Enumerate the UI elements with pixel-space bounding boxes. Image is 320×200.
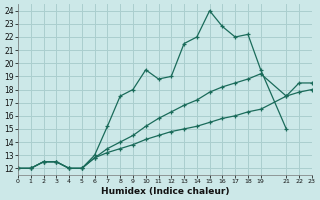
X-axis label: Humidex (Indice chaleur): Humidex (Indice chaleur) xyxy=(101,187,229,196)
